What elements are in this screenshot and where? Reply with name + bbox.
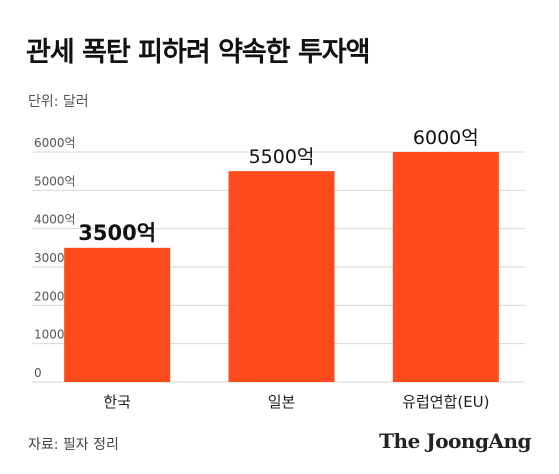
category-label: 한국 <box>103 393 131 411</box>
data-label: 6000억 <box>413 127 479 149</box>
x-axis-categories: 한국 일본 유럽연합(EU) <box>103 393 489 411</box>
brand-logo: The JoongAng <box>379 429 531 453</box>
y-tick-label: 5000억 <box>34 174 76 188</box>
bar <box>392 152 499 382</box>
chart-title: 관세 폭탄 피하려 약속한 투자액 <box>26 37 371 68</box>
y-tick-label: 4000억 <box>34 213 76 227</box>
y-tick-label: 6000억 <box>34 136 76 150</box>
source-note: 자료: 필자 정리 <box>28 437 119 453</box>
unit-label: 단위: 달러 <box>28 94 89 110</box>
bar <box>64 247 171 382</box>
bars <box>64 152 499 382</box>
data-labels: 3500억 5500억 6000억 <box>78 127 478 245</box>
data-label: 5500억 <box>249 146 315 168</box>
y-tick-label: 0 <box>34 366 42 380</box>
category-label: 유럽연합(EU) <box>402 393 489 411</box>
bar <box>228 171 335 382</box>
category-label: 일본 <box>268 393 296 411</box>
data-label: 3500억 <box>78 221 156 245</box>
